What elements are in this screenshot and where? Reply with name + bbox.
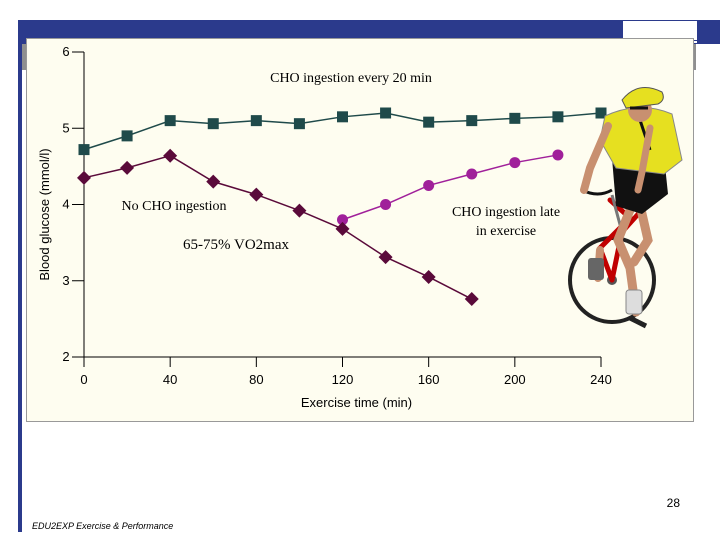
annotation-late-line1: CHO ingestion late <box>452 205 560 220</box>
data-point-square <box>509 112 521 124</box>
cyclist-illustration <box>568 87 683 329</box>
data-point-diamond <box>335 221 350 236</box>
data-point-square <box>423 116 435 128</box>
data-point-diamond <box>378 250 393 265</box>
series-line-1 <box>83 154 473 300</box>
data-point-circle <box>466 168 478 180</box>
data-point-circle <box>337 214 348 226</box>
data-point-square <box>337 111 348 123</box>
data-point-diamond <box>464 292 479 307</box>
data-point-diamond <box>249 187 264 202</box>
footer-text: EDU2EXP Exercise & Performance <box>32 521 174 531</box>
data-point-circle <box>552 149 564 161</box>
x-tick-label: 80 <box>249 372 263 387</box>
data-point-circle <box>509 157 521 169</box>
data-point-diamond <box>163 148 178 163</box>
y-tick-label: 5 <box>62 120 69 135</box>
axes: 2 3 4 5 6 0 40 80 120 160 200 240 Exercise time (min… <box>37 44 612 410</box>
data-point-square <box>595 107 607 119</box>
slide-number: 28 <box>666 496 680 510</box>
data-point-square <box>552 111 564 123</box>
data-point-square <box>207 118 219 130</box>
y-axis-title: Blood glucose (mmol/l) <box>37 148 52 280</box>
data-point-square <box>293 118 305 130</box>
series-line-2 <box>342 154 559 221</box>
y-tick-label: 4 <box>62 197 69 212</box>
data-point-circle <box>380 199 392 210</box>
series-group <box>77 107 607 307</box>
x-tick-label: 200 <box>504 372 526 387</box>
x-tick-label: 40 <box>163 372 177 387</box>
data-point-diamond <box>206 174 221 189</box>
data-point-square <box>121 130 133 142</box>
annotation-every20: CHO ingestion every 20 min <box>270 71 432 86</box>
plot-background <box>26 38 694 422</box>
annotation-none: No CHO ingestion <box>122 199 227 214</box>
data-point-square <box>466 115 478 127</box>
annotation-late-line2: in exercise <box>476 224 536 239</box>
annotation-intensity: 65-75% VO2max <box>183 237 289 253</box>
data-point-square <box>78 144 90 156</box>
x-tick-label: 0 <box>80 372 87 387</box>
data-point-diamond <box>292 203 307 218</box>
annotation-group: CHO ingestion every 20 min No CHO ingest… <box>122 71 561 253</box>
data-point-diamond <box>421 269 436 284</box>
x-axis-title: Exercise time (min) <box>301 395 412 410</box>
data-point-square <box>380 107 392 119</box>
data-point-diamond <box>120 160 135 175</box>
x-tick-label: 160 <box>418 372 440 387</box>
x-tick-label: 240 <box>590 372 612 387</box>
y-tick-label: 2 <box>62 349 69 364</box>
data-point-diamond <box>77 170 91 185</box>
y-tick-label: 3 <box>62 273 69 288</box>
x-tick-label: 120 <box>332 372 354 387</box>
y-tick-label: 6 <box>62 44 69 59</box>
left-accent-bar <box>18 20 22 532</box>
data-point-square <box>164 115 176 127</box>
data-point-circle <box>423 179 435 191</box>
data-point-square <box>250 115 262 127</box>
